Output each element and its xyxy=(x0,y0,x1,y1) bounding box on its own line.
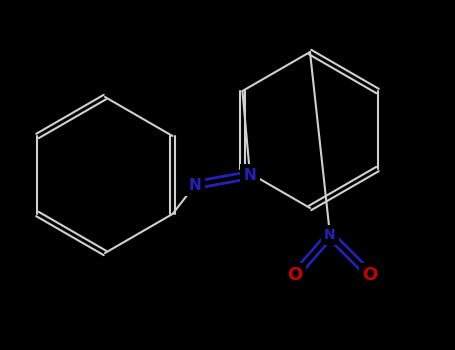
Text: N: N xyxy=(189,177,202,192)
Text: O: O xyxy=(362,266,378,284)
Text: N: N xyxy=(324,228,336,242)
Text: N: N xyxy=(243,168,256,182)
Text: O: O xyxy=(288,266,303,284)
